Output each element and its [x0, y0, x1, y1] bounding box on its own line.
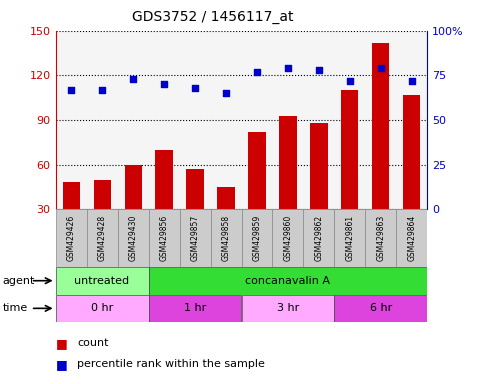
Point [377, 65, 385, 71]
Point [160, 81, 168, 88]
Bar [186, 169, 203, 254]
Text: GSM429856: GSM429856 [159, 215, 169, 261]
Point [98, 86, 106, 93]
Text: untreated: untreated [74, 276, 129, 286]
Text: GSM429863: GSM429863 [376, 215, 385, 261]
Point [315, 67, 323, 73]
Point [253, 69, 261, 75]
Bar [280, 116, 297, 254]
Text: GSM429862: GSM429862 [314, 215, 324, 261]
Text: GSM429858: GSM429858 [222, 215, 230, 261]
Bar [180, 209, 211, 267]
Text: count: count [77, 338, 109, 348]
Text: GSM429864: GSM429864 [408, 215, 416, 261]
Text: GSM429428: GSM429428 [98, 215, 107, 261]
Bar [397, 209, 427, 267]
Text: GSM429430: GSM429430 [128, 215, 138, 261]
Bar [211, 209, 242, 267]
Bar [149, 209, 180, 267]
Text: time: time [2, 303, 28, 313]
Bar [303, 209, 334, 267]
Bar [334, 295, 427, 322]
Text: agent: agent [2, 276, 35, 286]
Bar [56, 267, 149, 295]
Text: ■: ■ [56, 358, 67, 371]
Bar [242, 295, 334, 322]
Text: concanavalin A: concanavalin A [245, 276, 330, 286]
Bar [117, 209, 149, 267]
Bar [311, 123, 327, 254]
Point [67, 86, 75, 93]
Bar [149, 267, 427, 295]
Bar [156, 150, 172, 254]
Text: GDS3752 / 1456117_at: GDS3752 / 1456117_at [132, 10, 293, 23]
Bar [217, 187, 235, 254]
Point [129, 76, 137, 82]
Bar [149, 295, 242, 322]
Text: 1 hr: 1 hr [184, 303, 206, 313]
Bar [94, 180, 111, 254]
Bar [341, 90, 358, 254]
Point [222, 90, 230, 96]
Bar [86, 209, 117, 267]
Bar [366, 209, 397, 267]
Point [284, 65, 292, 71]
Text: 0 hr: 0 hr [91, 303, 113, 313]
Bar [56, 209, 86, 267]
Bar [372, 43, 389, 254]
Bar [62, 182, 80, 254]
Text: 6 hr: 6 hr [370, 303, 392, 313]
Bar [125, 165, 142, 254]
Point [408, 78, 416, 84]
Text: ■: ■ [56, 337, 67, 350]
Text: GSM429859: GSM429859 [253, 215, 261, 261]
Text: GSM429857: GSM429857 [190, 215, 199, 261]
Bar [403, 95, 421, 254]
Bar [272, 209, 303, 267]
Point [191, 85, 199, 91]
Bar [248, 132, 266, 254]
Bar [242, 209, 272, 267]
Text: 3 hr: 3 hr [277, 303, 299, 313]
Text: GSM429861: GSM429861 [345, 215, 355, 261]
Text: GSM429426: GSM429426 [67, 215, 75, 261]
Bar [334, 209, 366, 267]
Text: percentile rank within the sample: percentile rank within the sample [77, 359, 265, 369]
Bar [56, 295, 149, 322]
Point [346, 78, 354, 84]
Text: GSM429860: GSM429860 [284, 215, 293, 261]
